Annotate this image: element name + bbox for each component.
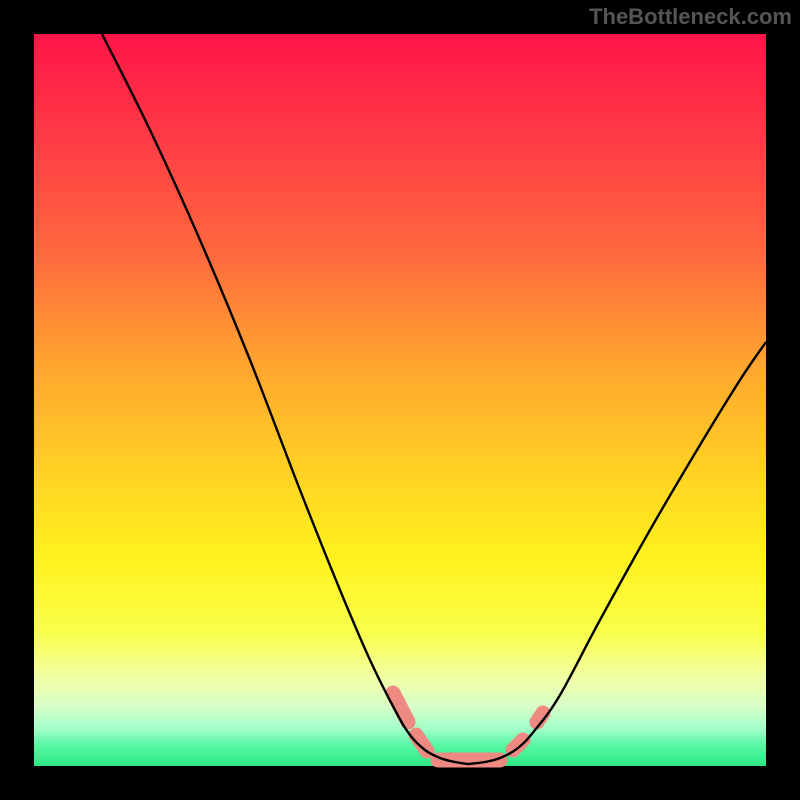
attribution-text: TheBottleneck.com (589, 4, 792, 30)
chart-svg (0, 0, 800, 800)
plot-background (34, 34, 766, 766)
chart-container: TheBottleneck.com (0, 0, 800, 800)
